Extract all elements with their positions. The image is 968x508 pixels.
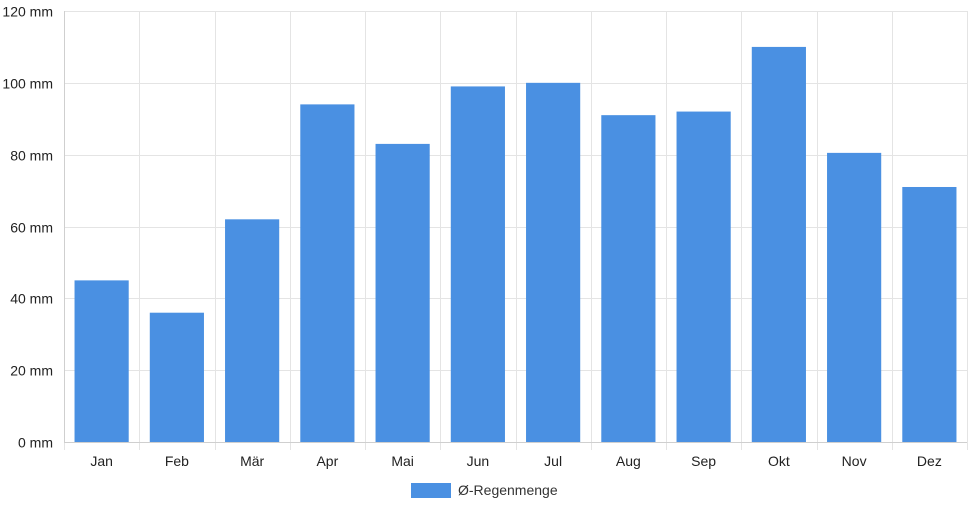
x-tick-label: Feb — [165, 453, 189, 469]
bar-jul — [526, 82, 581, 442]
x-tick-label: Okt — [768, 453, 790, 469]
bar-apr — [300, 104, 355, 442]
x-tick-label: Sep — [691, 453, 716, 469]
bar-jan — [74, 280, 129, 442]
x-tick-label: Jan — [90, 453, 113, 469]
x-tick-label: Mär — [240, 453, 264, 469]
legend: Ø-Regenmenge — [411, 482, 558, 498]
y-tick-label: 80 mm — [10, 148, 53, 164]
bar-aug — [601, 115, 656, 443]
bar-jun — [450, 86, 505, 443]
y-tick-label: 60 mm — [10, 220, 53, 236]
bar-mai — [375, 143, 430, 442]
x-tick-label: Aug — [616, 453, 641, 469]
bars — [74, 46, 957, 443]
axes — [64, 11, 967, 443]
y-tick-label: 20 mm — [10, 363, 53, 379]
legend-swatch — [411, 483, 451, 498]
bar-okt — [751, 46, 806, 443]
x-tick-label: Nov — [842, 453, 867, 469]
y-tick-label: 40 mm — [10, 291, 53, 307]
x-tick-label: Apr — [316, 453, 338, 469]
x-tick-label: Dez — [917, 453, 942, 469]
legend-label: Ø-Regenmenge — [458, 482, 558, 498]
x-tick-label: Jul — [544, 453, 562, 469]
x-axis-tick-labels: Jan Feb Mär Apr Mai Jun Jul Aug Sep Okt Nov Dez — [90, 453, 941, 469]
y-tick-label: 100 mm — [2, 76, 53, 92]
bar-feb — [149, 312, 204, 442]
bar-dez — [902, 186, 957, 442]
bar-mär — [225, 219, 280, 442]
y-axis-tick-labels: 0 mm 20 mm 40 mm 60 mm 80 mm 100 mm 120 mm — [2, 4, 53, 451]
y-tick-label: 0 mm — [18, 435, 53, 451]
bar-nov — [827, 152, 882, 442]
x-tick-label: Jun — [467, 453, 490, 469]
bar-sep — [676, 111, 731, 443]
x-tick-label: Mai — [391, 453, 414, 469]
grid — [64, 11, 968, 450]
y-tick-label: 120 mm — [2, 4, 53, 20]
